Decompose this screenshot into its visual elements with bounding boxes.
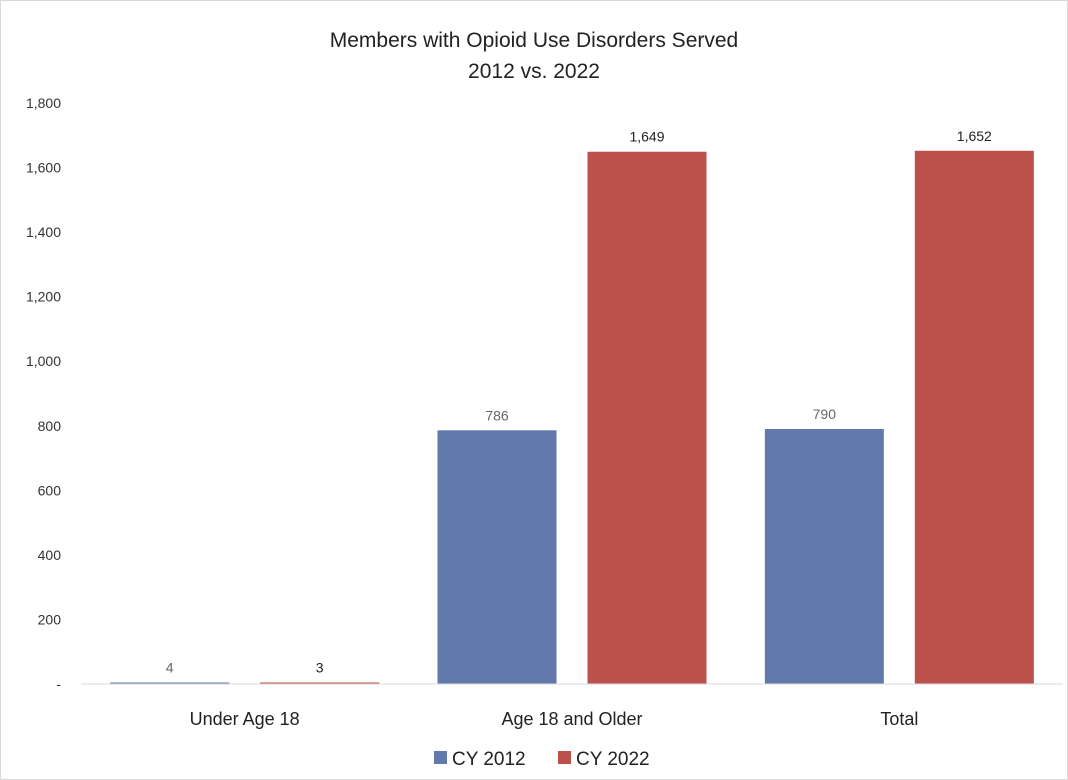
data-label: 1,652 (957, 128, 992, 144)
legend-swatch (558, 751, 571, 764)
bar-cy-2022 (260, 682, 380, 684)
y-tick-label: - (56, 676, 61, 692)
bar-cy-2012 (764, 429, 884, 684)
y-tick-label: 1,600 (26, 160, 61, 176)
value-labels-group: 4 3 786 1,649 790 1,652 (166, 128, 992, 676)
data-label: 4 (166, 660, 174, 676)
y-tick-label: 800 (38, 418, 62, 434)
legend-swatch (434, 751, 447, 764)
bar-cy-2012 (437, 430, 557, 684)
bars-group (110, 150, 1034, 684)
data-label: 786 (485, 407, 509, 423)
data-label: 3 (316, 660, 324, 676)
legend-item: CY 2022 (558, 749, 650, 770)
y-tick-label: 1,400 (26, 224, 61, 240)
y-axis: - 200 400 600 800 1,000 1,200 1,400 1,600 1,800 (26, 95, 61, 692)
y-tick-label: 200 (38, 611, 62, 627)
x-category-label: Age 18 and Older (501, 709, 642, 729)
data-label: 790 (813, 406, 837, 422)
y-tick-label: 1,000 (26, 353, 61, 369)
data-label: 1,649 (629, 129, 664, 145)
y-tick-label: 1,800 (26, 95, 61, 111)
x-category-label: Under Age 18 (190, 709, 300, 729)
legend-item: CY 2012 (434, 749, 526, 770)
y-tick-label: 1,200 (26, 289, 61, 305)
y-tick-label: 600 (38, 482, 62, 498)
x-category-label: Total (880, 709, 918, 729)
bar-cy-2022 (914, 150, 1034, 684)
legend-label: CY 2012 (452, 749, 526, 770)
legend: CY 2012 CY 2022 (434, 749, 650, 770)
x-axis: Under Age 18 Age 18 and Older Total (190, 709, 919, 729)
bar-cy-2022 (587, 151, 707, 684)
chart-subtitle: 2012 vs. 2022 (468, 60, 600, 83)
legend-label: CY 2022 (576, 749, 650, 770)
y-tick-label: 400 (38, 547, 62, 563)
chart-title: Members with Opioid Use Disorders Served (330, 29, 738, 52)
bar-cy-2012 (110, 682, 230, 684)
